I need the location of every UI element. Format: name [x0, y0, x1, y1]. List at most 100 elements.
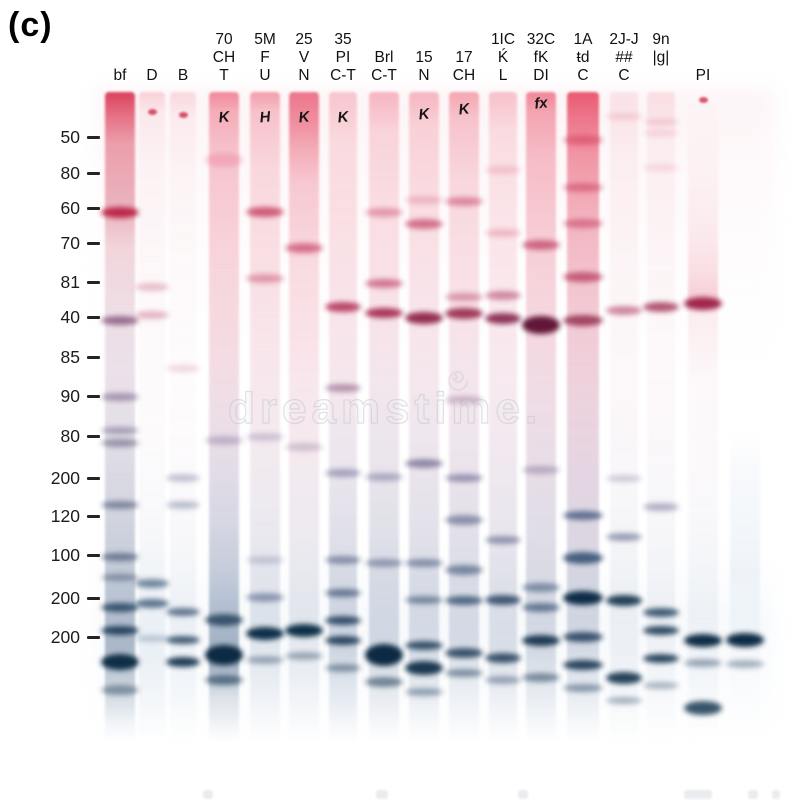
gel-band: [246, 433, 284, 441]
mw-marker-label: 50: [60, 127, 80, 147]
gel-band: [205, 645, 243, 665]
handwritten-mark: fx: [533, 94, 549, 113]
gel-band: [405, 219, 443, 229]
gel-band: [485, 653, 521, 663]
gel-band: [445, 515, 483, 525]
gel-band: [325, 615, 361, 625]
mw-marker-tick: [87, 172, 100, 175]
gel-band: [445, 669, 483, 677]
mw-marker-tick: [87, 356, 100, 359]
gel-band: [166, 636, 200, 644]
gel-band: [445, 595, 483, 605]
lane-label-Brl-CT: C-T: [371, 67, 397, 84]
gel-band: [563, 314, 603, 326]
gel-band: [606, 474, 642, 482]
lane-label-C-T: C-T: [330, 67, 356, 84]
gel-band: [365, 207, 403, 217]
gel-band: [563, 182, 603, 192]
lane-label-2JJ-C: 2J-J: [609, 31, 639, 48]
lane-label-L: 1IC: [490, 31, 516, 48]
gel-band: [325, 302, 361, 312]
mw-marker-tick: [87, 477, 100, 480]
gel-band: [405, 661, 443, 675]
mw-marker-tick: [87, 242, 100, 245]
lane-label-15-N: 15: [415, 49, 433, 66]
gel-band: [101, 439, 139, 447]
handwritten-mark: K: [457, 100, 471, 119]
gel-band: [101, 625, 139, 635]
gel-band: [166, 474, 200, 482]
gel-band: [684, 701, 722, 715]
gel-band: [563, 632, 603, 642]
gel-band: [445, 293, 483, 301]
lane-label-T: 70: [215, 31, 233, 48]
gel-band: [246, 592, 284, 602]
gel-band: [445, 196, 483, 206]
gel-band: [485, 166, 521, 174]
gel-band: [135, 283, 169, 291]
handwritten-mark: K: [417, 105, 431, 124]
handwritten-mark: H: [258, 108, 272, 127]
bottom-strip-mark: [376, 790, 388, 799]
gel-band: [101, 573, 139, 581]
gel-band: [445, 648, 483, 658]
lane-column-B: [170, 92, 196, 742]
gel-band: [606, 533, 642, 541]
gel-band: [405, 196, 443, 204]
gel-band: [643, 653, 679, 663]
lane-column-D: [139, 92, 165, 742]
gel-band: [643, 625, 679, 635]
gel-band: [405, 596, 443, 604]
gel-band: [325, 556, 361, 564]
gel-band: [522, 582, 560, 592]
gel-band: [643, 503, 679, 511]
lane-label-U: U: [259, 67, 271, 84]
lane-label-PI: PI: [695, 67, 711, 84]
gel-band: [101, 501, 139, 509]
gel-band: [405, 688, 443, 696]
mw-marker-label: 90: [60, 386, 80, 406]
gel-band: [563, 218, 603, 228]
mw-marker-tick: [87, 636, 100, 639]
gel-band: [166, 608, 200, 616]
gel-band: [563, 552, 603, 564]
lane-label-bf: bf: [113, 67, 127, 84]
gel-band: [522, 634, 560, 646]
lane-label-9n: |g|: [652, 49, 670, 66]
lane-label-1A-C: ŧd: [576, 49, 590, 66]
gel-band: [325, 469, 361, 477]
gel-band: [285, 443, 323, 451]
lane-spot: [178, 112, 188, 118]
bottom-strip-mark: [772, 790, 780, 799]
gel-band: [135, 311, 169, 319]
lane-label-B: B: [177, 67, 189, 84]
gel-band: [365, 559, 403, 567]
mw-marker-tick: [87, 316, 100, 319]
gel-band: [101, 426, 139, 434]
gel-band: [522, 240, 560, 250]
gel-band: [135, 598, 169, 608]
lane-spot: [698, 97, 708, 103]
gel-band: [405, 312, 443, 324]
mw-marker-tick: [87, 597, 100, 600]
bottom-strip-mark: [748, 790, 758, 799]
lane-column-DI: [526, 92, 556, 742]
lane-column-L: [489, 92, 517, 742]
mw-marker-label: 85: [60, 347, 80, 367]
gel-band: [684, 296, 722, 310]
mw-marker-label: 70: [60, 233, 80, 253]
gel-band: [485, 536, 521, 544]
gel-band: [563, 591, 603, 605]
gel-band: [205, 435, 243, 445]
gel-band: [522, 672, 560, 682]
gel-band: [522, 466, 560, 474]
lane-label-DI: DI: [533, 67, 549, 84]
mw-marker-tick: [87, 207, 100, 210]
lane-label-2JJ-C: C: [618, 67, 630, 84]
lane-label-17-CH: CH: [452, 67, 476, 84]
handwritten-mark: K: [217, 108, 231, 127]
lane-label-U: 5M: [254, 31, 276, 48]
gel-band: [643, 163, 679, 171]
gel-band: [563, 660, 603, 670]
gel-band: [643, 607, 679, 617]
